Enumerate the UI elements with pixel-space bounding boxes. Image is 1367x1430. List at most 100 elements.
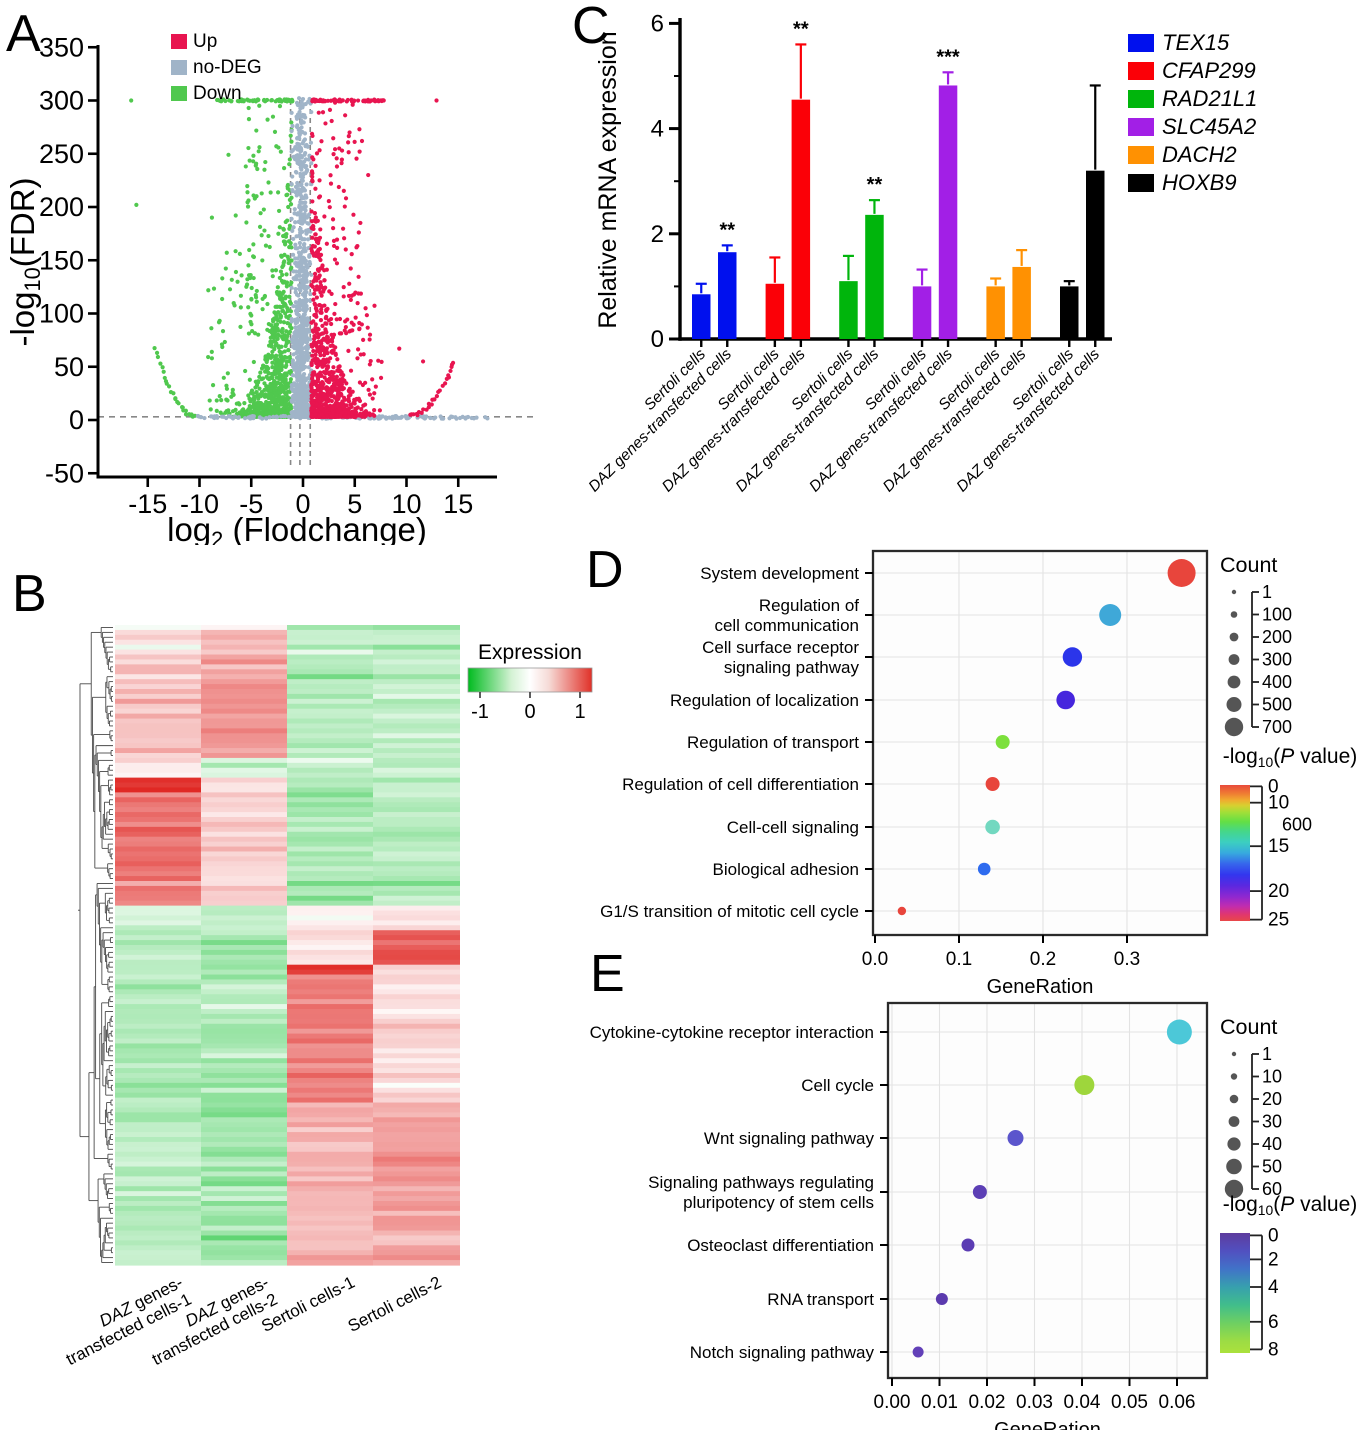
panel-a-label: A — [6, 5, 41, 63]
volcano-points — [129, 96, 490, 421]
panel-d-label: D — [586, 541, 624, 599]
svg-text:8: 8 — [1268, 1339, 1279, 1360]
svg-text:1: 1 — [1262, 582, 1272, 602]
svg-text:350: 350 — [39, 32, 84, 62]
svg-text:GeneRation: GeneRation — [994, 1419, 1101, 1430]
svg-text:600: 600 — [1282, 814, 1312, 834]
svg-text:Signaling pathways regulating: Signaling pathways regulating — [648, 1173, 874, 1192]
svg-text:cell communication: cell communication — [714, 616, 859, 635]
svg-text:Notch signaling pathway: Notch signaling pathway — [690, 1343, 875, 1362]
svg-text:TEX15: TEX15 — [1162, 30, 1230, 55]
svg-text:DAZ genes-transfected cells: DAZ genes-transfected cells — [585, 346, 735, 496]
svg-text:***: *** — [936, 46, 960, 68]
volcano-legend: Up no-DEG Down — [171, 31, 262, 104]
panel-c-label: C — [572, 0, 610, 55]
expression-colorbar: Expression -1 0 1 — [467, 641, 593, 723]
svg-text:40: 40 — [1262, 1134, 1282, 1154]
svg-text:700: 700 — [1262, 717, 1292, 737]
svg-text:100: 100 — [1262, 605, 1292, 625]
svg-text:Biological adhesion: Biological adhesion — [713, 860, 860, 879]
svg-text:0.1: 0.1 — [946, 949, 972, 970]
panel-b-label: B — [12, 565, 47, 623]
svg-text:-10: -10 — [180, 489, 219, 519]
svg-text:signaling pathway: signaling pathway — [724, 658, 860, 677]
svg-text:Cell surface receptor: Cell surface receptor — [702, 638, 859, 657]
svg-text:2: 2 — [1268, 1249, 1279, 1270]
pvalue-colorbar: -log10(P value) 010 15 20 25 600 — [1220, 745, 1357, 931]
svg-text:300: 300 — [1262, 650, 1292, 670]
svg-text:500: 500 — [1262, 695, 1292, 715]
dendrogram — [78, 627, 113, 1263]
svg-text:0: 0 — [1268, 776, 1279, 797]
svg-text:0: 0 — [69, 405, 84, 435]
svg-text:50: 50 — [1262, 1157, 1282, 1177]
svg-text:Expression: Expression — [478, 641, 582, 664]
dotplot-area — [871, 549, 1209, 937]
svg-text:Count: Count — [1220, 1015, 1277, 1039]
svg-text:Regulation of: Regulation of — [759, 596, 859, 615]
svg-text:**: ** — [867, 174, 883, 196]
svg-text:4: 4 — [651, 116, 664, 143]
svg-text:no-DEG: no-DEG — [193, 57, 262, 78]
svg-text:10: 10 — [391, 489, 421, 519]
svg-text:-15: -15 — [128, 489, 167, 519]
svg-text:-5: -5 — [239, 489, 263, 519]
svg-text:Wnt signaling pathway: Wnt signaling pathway — [704, 1129, 875, 1148]
svg-text:20: 20 — [1268, 881, 1289, 902]
svg-text:HOXB9: HOXB9 — [1162, 170, 1237, 195]
svg-text:RAD21L1: RAD21L1 — [1162, 86, 1257, 111]
svg-text:0: 0 — [524, 701, 535, 723]
svg-text:-log10(P value): -log10(P value) — [1223, 745, 1358, 770]
svg-text:60: 60 — [1262, 1179, 1282, 1199]
svg-text:200: 200 — [1262, 627, 1292, 647]
pvalue-colorbar: -log10(P value) 0 2 4 6 8 — [1220, 1193, 1357, 1360]
svg-text:Cell-cell signaling: Cell-cell signaling — [727, 818, 859, 837]
svg-text:0.04: 0.04 — [1064, 1392, 1101, 1413]
svg-text:30: 30 — [1262, 1112, 1282, 1132]
svg-text:0: 0 — [651, 326, 664, 353]
svg-text:System development: System development — [700, 564, 859, 583]
svg-text:pluripotency of stem cells: pluripotency of stem cells — [683, 1193, 874, 1212]
svg-text:0: 0 — [1268, 1225, 1279, 1246]
svg-text:0.3: 0.3 — [1114, 949, 1140, 970]
kegg-dotplot: Cytokine-cytokine receptor interaction Ce… — [590, 1001, 1357, 1430]
heatmap-cells — [115, 625, 460, 1266]
svg-text:200: 200 — [39, 192, 84, 222]
svg-text:0.0: 0.0 — [862, 949, 888, 970]
dotplot-area — [886, 1001, 1209, 1380]
gene-legend: TEX15 CFAP299 RAD21L1 SLC45A2 DACH2 HOXB9 — [1128, 30, 1257, 195]
svg-text:G1/S transition of mitotic cel: G1/S transition of mitotic cell cycle — [600, 902, 859, 921]
svg-text:4: 4 — [1268, 1277, 1279, 1298]
svg-text:-1: -1 — [471, 701, 489, 723]
svg-text:150: 150 — [39, 245, 84, 275]
svg-text:2: 2 — [651, 221, 664, 248]
svg-text:1: 1 — [1262, 1044, 1272, 1064]
svg-text:Osteoclast differentiation: Osteoclast differentiation — [687, 1236, 874, 1255]
svg-text:0.02: 0.02 — [969, 1392, 1006, 1413]
dotplot-points — [897, 559, 1196, 916]
dotplot-points — [912, 1019, 1192, 1358]
svg-text:log2 (Flodchange): log2 (Flodchange) — [167, 511, 427, 545]
svg-text:5: 5 — [347, 489, 362, 519]
svg-text:0.2: 0.2 — [1030, 949, 1056, 970]
svg-text:Regulation of localization: Regulation of localization — [670, 691, 859, 710]
svg-text:Cytokine-cytokine receptor int: Cytokine-cytokine receptor interaction — [590, 1023, 874, 1042]
svg-text:0.01: 0.01 — [921, 1392, 958, 1413]
svg-text:Regulation of cell differentia: Regulation of cell differentiation — [622, 775, 859, 794]
svg-text:Up: Up — [193, 31, 217, 52]
svg-text:15: 15 — [1268, 836, 1289, 857]
svg-text:250: 250 — [39, 139, 84, 169]
svg-text:-log10(P value): -log10(P value) — [1223, 1193, 1358, 1218]
svg-text:0.06: 0.06 — [1159, 1392, 1196, 1413]
svg-text:**: ** — [793, 18, 809, 40]
svg-text:6: 6 — [651, 10, 664, 37]
